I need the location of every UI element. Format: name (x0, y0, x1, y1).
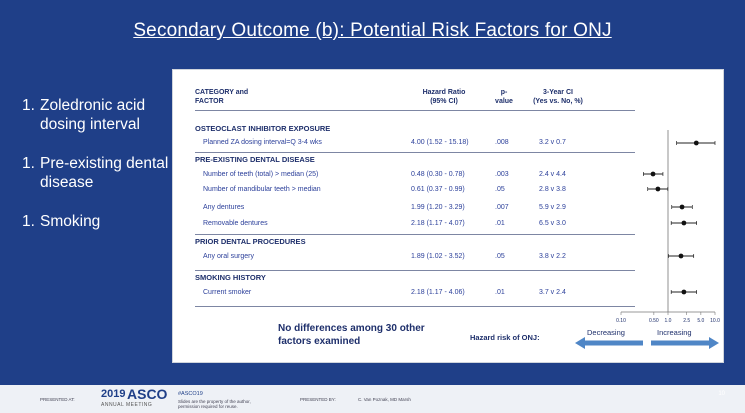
bullet-item: 1. Pre-existing dental disease (22, 154, 182, 192)
row-factor: Any dentures (203, 204, 245, 211)
results-panel: CATEGORY and FACTOR Hazard Ratio (95% CI… (172, 69, 724, 363)
page-number: 10 (718, 391, 725, 397)
asco-logo: ASCO (127, 386, 168, 402)
row-3yr-ci: 3.7 v 2.4 (539, 289, 566, 296)
header-hr-line1: Hazard Ratio (422, 89, 466, 96)
header-category: CATEGORY and FACTOR (195, 88, 248, 106)
header-p-line1: p- (500, 89, 508, 96)
section-divider (195, 152, 635, 153)
category-dental-disease: PRE-EXISTING DENTAL DISEASE (195, 155, 315, 164)
footnote: No differences among 30 other factors ex… (278, 323, 425, 347)
hazard-ratio-point (650, 171, 656, 177)
row-factor: Planned ZA dosing interval=Q 3-4 wks (203, 139, 322, 146)
decreasing-arrow-icon (575, 337, 643, 349)
row-3yr-ci: 5.9 v 2.9 (539, 204, 566, 211)
header-hr-line2: (95% CI) (430, 98, 458, 105)
meeting-year: 2019 (101, 388, 126, 400)
bullet-text: Pre-existing dental disease (40, 155, 169, 191)
row-p-value: .01 (495, 289, 505, 296)
header-ci-line1: 3-Year CI (543, 89, 573, 96)
header-p-line2: value (495, 98, 513, 105)
category-smoking: SMOKING HISTORY (195, 273, 266, 282)
row-p-value: .05 (495, 253, 505, 260)
row-factor: Number of mandibular teeth > median (203, 186, 321, 193)
header-divider (195, 110, 635, 111)
row-hazard-ratio: 1.99 (1.20 - 3.29) (411, 204, 465, 211)
bullet-text: Smoking (40, 213, 101, 230)
category-dental-procedures: PRIOR DENTAL PROCEDURES (195, 237, 306, 246)
row-hazard-ratio: 0.48 (0.30 - 0.78) (411, 171, 465, 178)
section-divider (195, 270, 635, 271)
presented-at-label: PRESENTED AT: (40, 397, 75, 402)
hashtag-note: Slides are the property of the author, p… (178, 399, 251, 409)
header-category-line2: FACTOR (195, 98, 224, 105)
bullet-number: 1. (22, 213, 35, 230)
direction-arrows (575, 337, 719, 349)
row-factor: Number of teeth (total) > median (25) (203, 171, 319, 178)
increasing-label: Increasing (657, 328, 692, 337)
hashtag: #ASCO19 (178, 391, 203, 397)
slide-title: Secondary Outcome (b): Potential Risk Fa… (133, 20, 612, 41)
x-tick-label: 0.50 (649, 318, 659, 324)
bullet-item: 1. Zoledronic acid dosing interval (22, 96, 182, 134)
hazard-risk-label: Hazard risk of ONJ: (470, 333, 540, 342)
x-tick-label: 2.5 (683, 318, 690, 324)
header-ci-line2: (Yes vs. No, %) (533, 98, 583, 105)
x-tick-label: 10.0 (710, 318, 720, 324)
hazard-ratio-point (678, 253, 684, 259)
row-3yr-ci: 2.8 v 3.8 (539, 186, 566, 193)
hazard-ratio-point (681, 220, 687, 226)
hazard-ratio-point (655, 186, 661, 192)
row-p-value: .008 (495, 139, 509, 146)
row-p-value: .05 (495, 186, 505, 193)
row-hazard-ratio: 1.89 (1.02 - 3.52) (411, 253, 465, 260)
bullet-number: 1. (22, 155, 35, 172)
annual-meeting-label: ANNUAL MEETING (101, 402, 153, 408)
row-3yr-ci: 6.5 v 3.0 (539, 220, 566, 227)
row-hazard-ratio: 0.61 (0.37 - 0.99) (411, 186, 465, 193)
row-3yr-ci: 3.2 v 0.7 (539, 139, 566, 146)
hazard-ratio-point (693, 140, 699, 146)
table-bottom-divider (195, 306, 635, 307)
row-3yr-ci: 3.8 v 2.2 (539, 253, 566, 260)
hazard-ratio-point (681, 289, 687, 295)
presenter-name: C. Van Poznak, MD Marsh (358, 397, 411, 402)
forest-plot: 0.10 0.50 1.0 2.5 5.0 10.0 (616, 130, 720, 324)
header-p-value: p- value (489, 88, 519, 106)
x-tick-label: 5.0 (697, 318, 704, 324)
increasing-arrow-icon (651, 337, 719, 349)
row-factor: Removable dentures (203, 220, 268, 227)
header-category-line1: CATEGORY and (195, 89, 249, 96)
x-tick-label: 1.0 (665, 318, 672, 324)
bullet-list: 1. Zoledronic acid dosing interval 1. Pr… (22, 96, 182, 251)
section-divider (195, 234, 635, 235)
hazard-ratio-point (679, 204, 685, 210)
row-hazard-ratio: 4.00 (1.52 - 15.18) (411, 139, 469, 146)
x-tick-label: 0.10 (616, 318, 626, 324)
row-p-value: .01 (495, 220, 505, 227)
header-3yr-ci: 3-Year CI (Yes vs. No, %) (523, 88, 593, 106)
presented-by-label: PRESENTED BY: (300, 397, 336, 402)
header-hazard-ratio: Hazard Ratio (95% CI) (409, 88, 479, 106)
row-factor: Any oral surgery (203, 253, 254, 260)
category-osteoclast: OSTEOCLAST INHIBITOR EXPOSURE (195, 124, 331, 133)
row-p-value: .003 (495, 171, 509, 178)
bullet-item: 1. Smoking (22, 212, 182, 231)
bullet-text: Zoledronic acid dosing interval (40, 97, 146, 133)
row-hazard-ratio: 2.18 (1.17 - 4.07) (411, 220, 465, 227)
row-hazard-ratio: 2.18 (1.17 - 4.06) (411, 289, 465, 296)
row-factor: Current smoker (203, 289, 252, 296)
decreasing-label: Decreasing (587, 328, 625, 337)
bullet-number: 1. (22, 97, 35, 114)
row-p-value: .007 (495, 204, 509, 211)
row-3yr-ci: 2.4 v 4.4 (539, 171, 566, 178)
footer-bar: PRESENTED AT: 2019 ASCO ANNUAL MEETING #… (0, 385, 745, 413)
